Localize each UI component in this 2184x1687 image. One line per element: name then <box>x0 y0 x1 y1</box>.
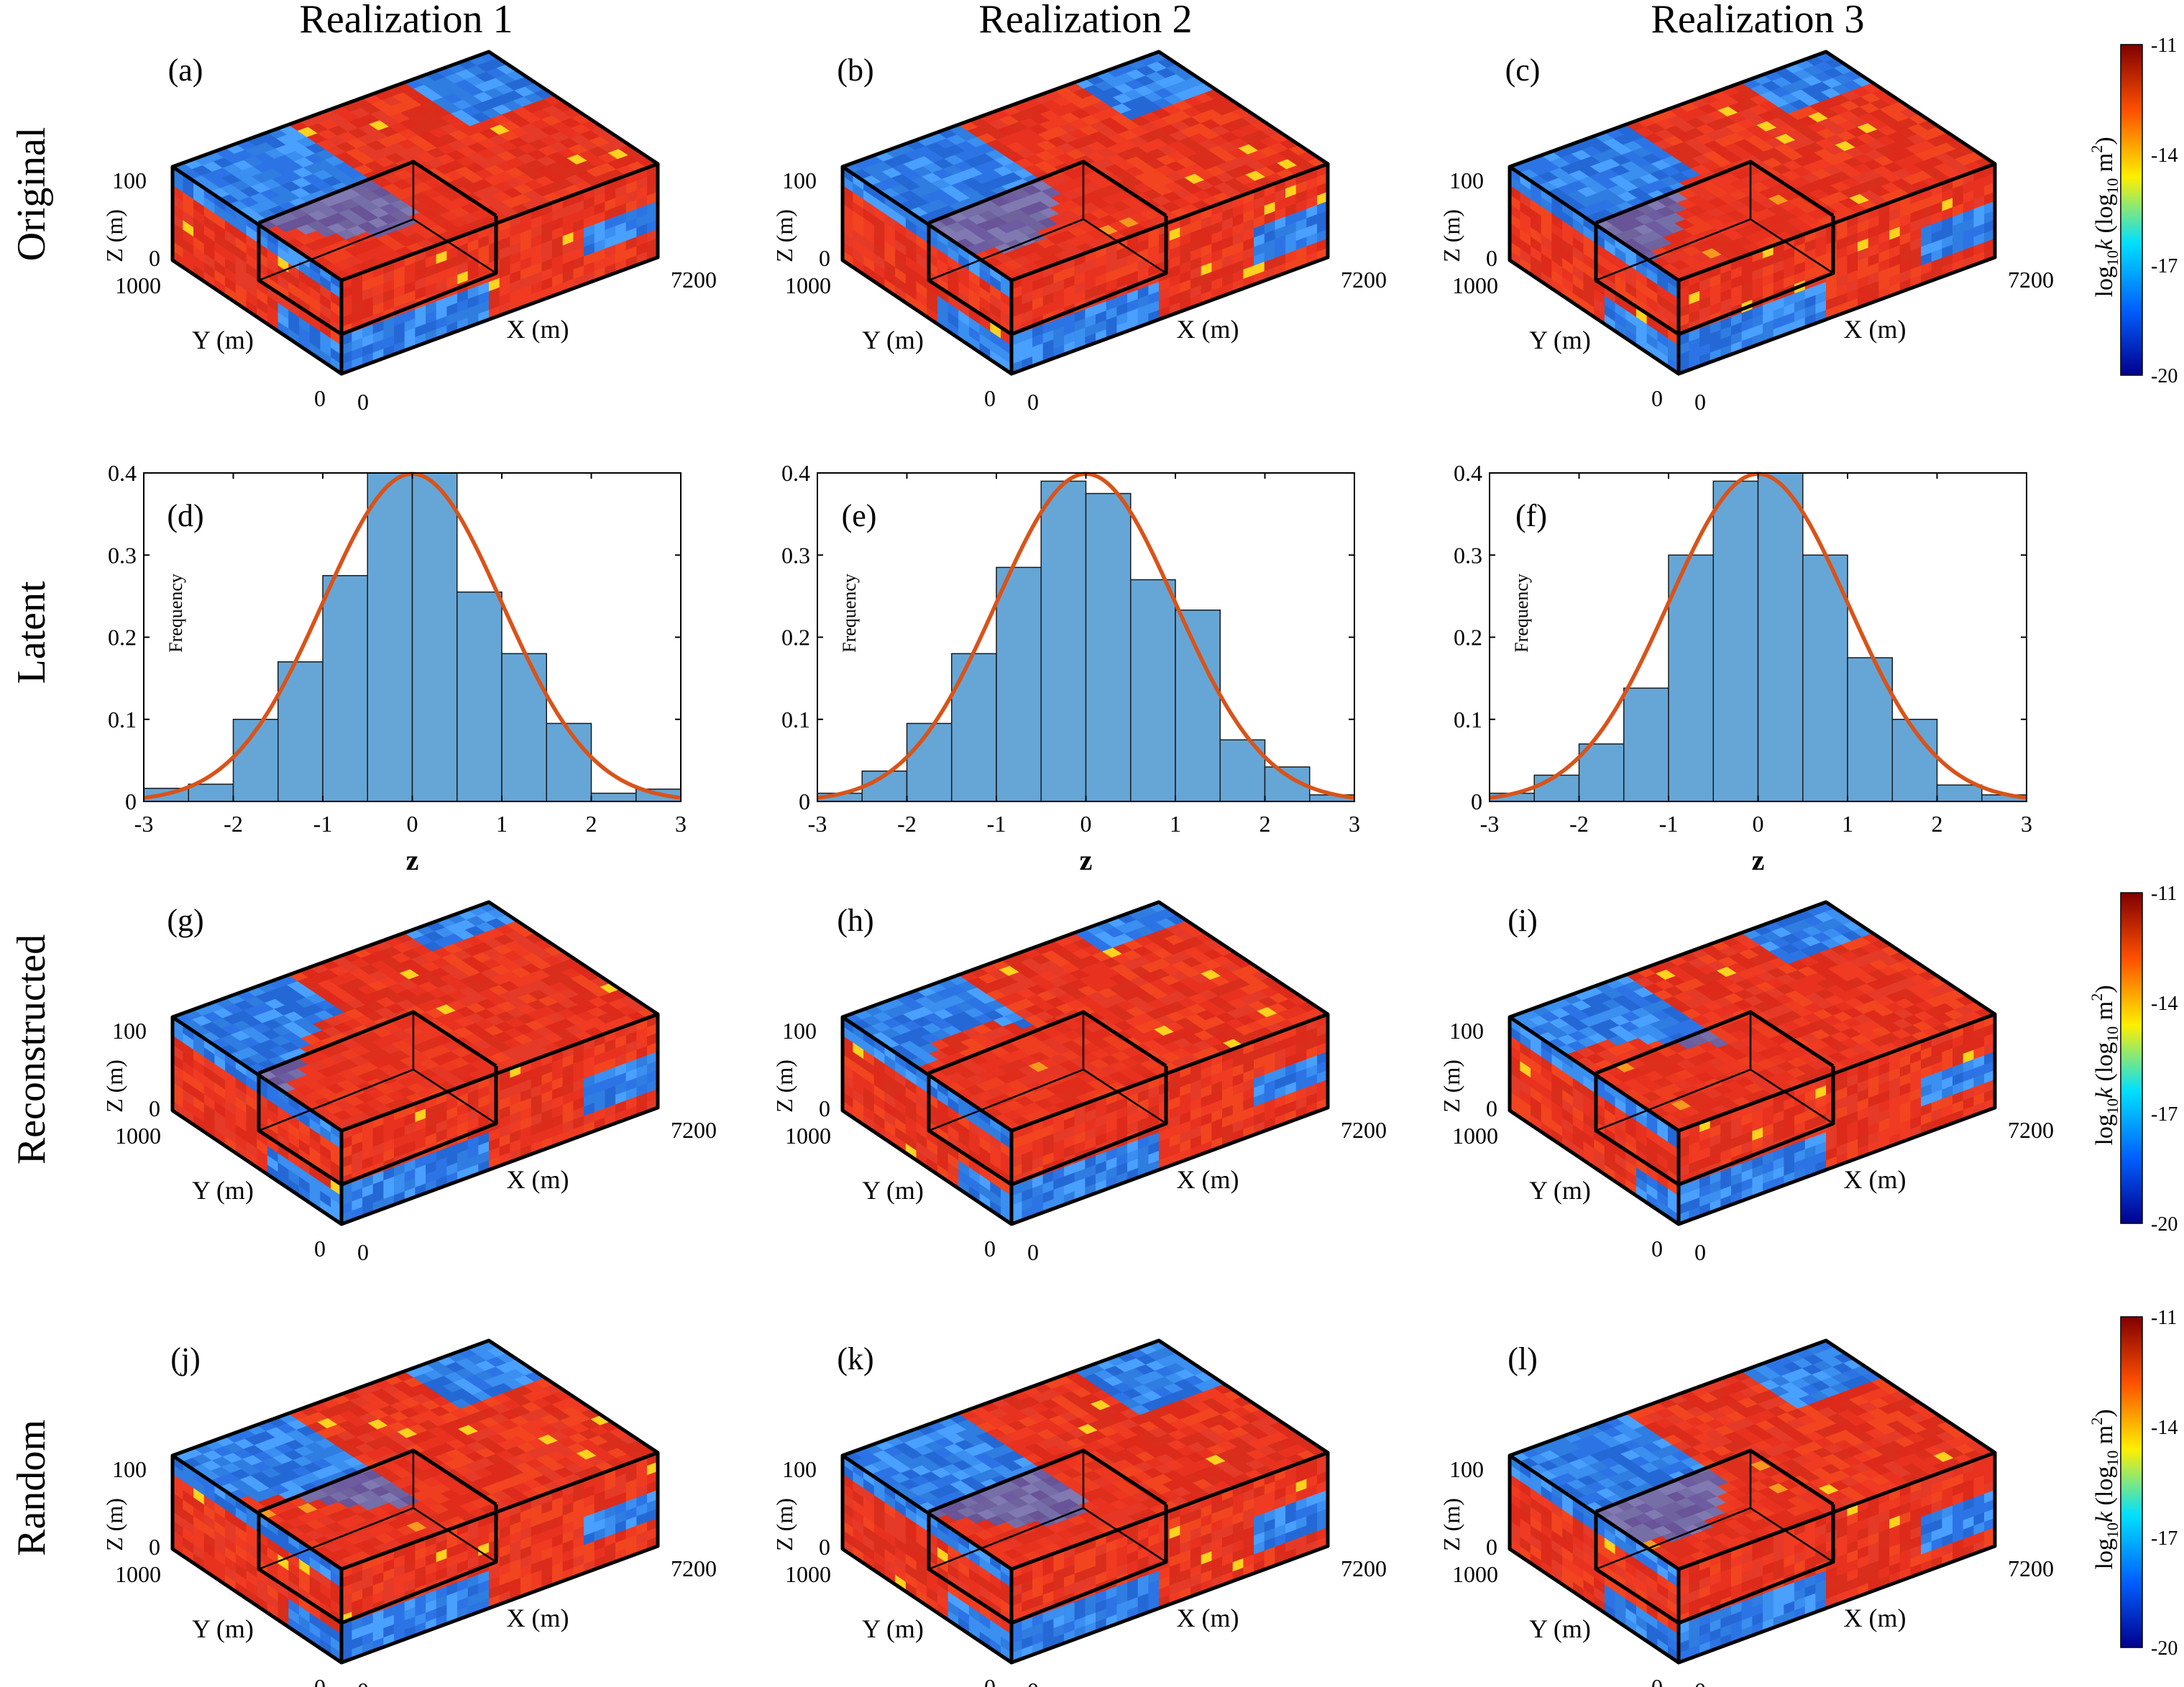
x-tick: 7200 <box>671 1117 717 1143</box>
z-axis-label: Z (m) <box>101 209 127 262</box>
colorbar-row-1: -11 -14 -17 -20 log10k (log10 m2) <box>2088 35 2178 387</box>
x-tick: 7200 <box>1341 267 1387 293</box>
row-title-random: Random <box>9 1420 54 1556</box>
z-axis-label: Z (m) <box>771 209 797 262</box>
row-title-latent: Latent <box>9 581 54 684</box>
y-tick: 0 <box>1651 385 1663 411</box>
colorbar-gradient <box>2120 1316 2143 1648</box>
z-tick: 100 <box>1449 167 1484 193</box>
x-tick: 0 <box>1027 389 1039 415</box>
panel-label: (b) <box>837 52 873 88</box>
x-axis-label: X (m) <box>507 1165 569 1194</box>
colorbar-label: log10k (log10 m2) <box>2088 985 2121 1145</box>
colorbar-tick: -17 <box>2151 1103 2178 1126</box>
colorbar-row-3: -11 -14 -17 -20 log10k (log10 m2) <box>2088 883 2178 1236</box>
colorbar-tick: -14 <box>2151 1417 2178 1439</box>
z-tick: 0 <box>149 1095 160 1121</box>
y-axis-label: Y (m) <box>192 326 254 354</box>
y-tick: 0 <box>984 385 996 411</box>
colorbar-tick: -14 <box>2151 144 2178 167</box>
y-tick: 1000 <box>115 1123 161 1149</box>
panel-label: (g) <box>167 903 203 938</box>
z-tick: 0 <box>819 245 830 271</box>
colorbar-tick: -11 <box>2151 883 2177 905</box>
z-tick: 0 <box>149 245 160 271</box>
x-tick: 0 <box>357 389 369 415</box>
column-title-3: Realization 3 <box>1651 0 1864 42</box>
colorbar-row-4: -11 -14 -17 -20 log10k (log10 m2) <box>2088 1307 2178 1660</box>
colorbar-tick: -11 <box>2151 35 2177 57</box>
y-axis-label: Y (m) <box>192 1176 254 1205</box>
y-axis-label: Y (m) <box>862 326 924 354</box>
column-title-1: Realization 1 <box>299 0 513 42</box>
y-tick: 1000 <box>115 272 161 298</box>
colorbar-tick: -14 <box>2151 993 2178 1015</box>
x-tick: 0 <box>1694 389 1706 415</box>
z-tick: 100 <box>112 167 147 193</box>
panel-label: (a) <box>168 52 203 88</box>
colorbar-label: log10k (log10 m2) <box>2088 137 2121 297</box>
colorbar-tick: -20 <box>2151 1637 2178 1660</box>
x-tick: 0 <box>357 1239 369 1265</box>
x-axis-label: X (m) <box>1177 315 1239 344</box>
colorbar-gradient <box>2120 892 2143 1224</box>
x-axis-label: X (m) <box>1844 315 1907 344</box>
colorbar-label: log10k (log10 m2) <box>2088 1409 2121 1569</box>
colorbar-gradient <box>2120 44 2143 376</box>
z-axis-label: Z (m) <box>101 1059 127 1113</box>
y-tick: 1000 <box>1452 272 1498 298</box>
y-tick: 0 <box>314 385 326 411</box>
x-tick: 7200 <box>671 267 717 293</box>
colorbar-tick: -20 <box>2151 365 2178 387</box>
z-axis-label: Z (m) <box>1439 209 1464 262</box>
z-tick: 0 <box>1486 245 1497 271</box>
colorbar-tick: -17 <box>2151 255 2178 277</box>
colorbar-tick: -11 <box>2151 1307 2177 1329</box>
row-title-original: Original <box>9 127 54 262</box>
x-axis-label: X (m) <box>507 315 569 344</box>
colorbar-tick: -20 <box>2151 1213 2178 1236</box>
x-tick: 7200 <box>2008 267 2054 293</box>
y-axis-label: Y (m) <box>1529 326 1591 354</box>
panel-label: (c) <box>1505 52 1541 88</box>
z-tick: 100 <box>112 1018 147 1044</box>
colorbar-tick: -17 <box>2151 1527 2178 1550</box>
y-tick: 0 <box>314 1236 326 1261</box>
row-title-reconstructed: Reconstructed <box>9 934 54 1164</box>
y-tick: 1000 <box>785 272 831 298</box>
column-title-2: Realization 2 <box>978 0 1192 42</box>
z-tick: 100 <box>782 167 817 193</box>
